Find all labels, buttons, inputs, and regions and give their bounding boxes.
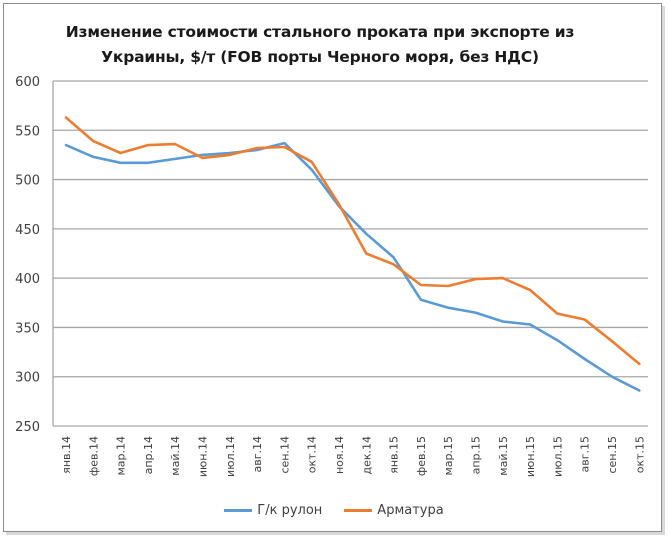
chart-title: Изменение стоимости стального проката пр… <box>40 20 600 70</box>
x-tick-label: сен.15 <box>606 436 619 474</box>
x-tick-label: авг.15 <box>579 436 592 473</box>
x-tick-label: июн.14 <box>197 436 210 477</box>
x-tick-label: апр.15 <box>470 436 483 474</box>
x-tick-label: янв.14 <box>60 436 73 474</box>
x-tick-label: фев.14 <box>87 436 100 476</box>
legend-label: Г/к рулон <box>257 503 323 518</box>
legend-label: Арматура <box>377 503 444 518</box>
x-tick-label: окт.15 <box>633 436 646 473</box>
x-tick-label: окт.14 <box>306 436 319 473</box>
x-tick-label: июн.15 <box>524 436 537 477</box>
series-line-1 <box>64 116 641 366</box>
series-line-0 <box>64 141 641 392</box>
x-tick-label: июл.15 <box>551 436 564 477</box>
y-tick-label: 250 <box>15 420 40 435</box>
x-tick-label: дек.14 <box>360 436 373 475</box>
y-tick-label: 350 <box>15 321 40 336</box>
y-tick-label: 550 <box>15 124 40 139</box>
x-tick-label: янв.15 <box>388 436 401 474</box>
x-tick-label: мар.15 <box>442 436 455 476</box>
x-tick-label: фев.15 <box>415 436 428 476</box>
y-tick-label: 600 <box>15 75 40 90</box>
chart-title-line-2: Украины, $/т (FOB порты Черного моря, бе… <box>101 48 539 66</box>
y-tick-label: 450 <box>15 223 40 238</box>
series-lines <box>64 116 641 392</box>
frame-shadow <box>662 6 665 535</box>
x-tick-label: апр.14 <box>142 436 155 474</box>
y-tick-label: 300 <box>15 371 40 386</box>
x-tick-label: май.15 <box>497 436 510 476</box>
legend-swatch <box>344 509 373 512</box>
y-tick-label: 500 <box>15 174 40 189</box>
x-tick-label: мар.14 <box>115 436 128 476</box>
x-tick-label: сен.14 <box>278 436 291 474</box>
chart-title-line-1: Изменение стоимости стального проката пр… <box>65 23 575 41</box>
x-axis: янв.14 фев.14 мар.14 апр.14 май.14 июн.14 июл.… <box>60 436 646 477</box>
legend-swatch <box>224 509 253 512</box>
legend-item: Арматура <box>344 503 444 518</box>
chart-frame <box>3 3 662 532</box>
x-tick-label: май.14 <box>169 436 182 476</box>
frame-shadow <box>6 532 665 535</box>
y-tick-label: 400 <box>15 272 40 287</box>
y-axis: 250 300 350 400 450 500 550 600 <box>15 75 40 435</box>
chart-legend: Г/к рулон Арматура <box>0 503 668 518</box>
gridlines <box>52 80 648 427</box>
x-tick-label: ноя.14 <box>333 436 346 474</box>
legend-item: Г/к рулон <box>224 503 322 518</box>
x-tick-label: июл.14 <box>224 436 237 477</box>
x-tick-label: авг.14 <box>251 436 264 473</box>
